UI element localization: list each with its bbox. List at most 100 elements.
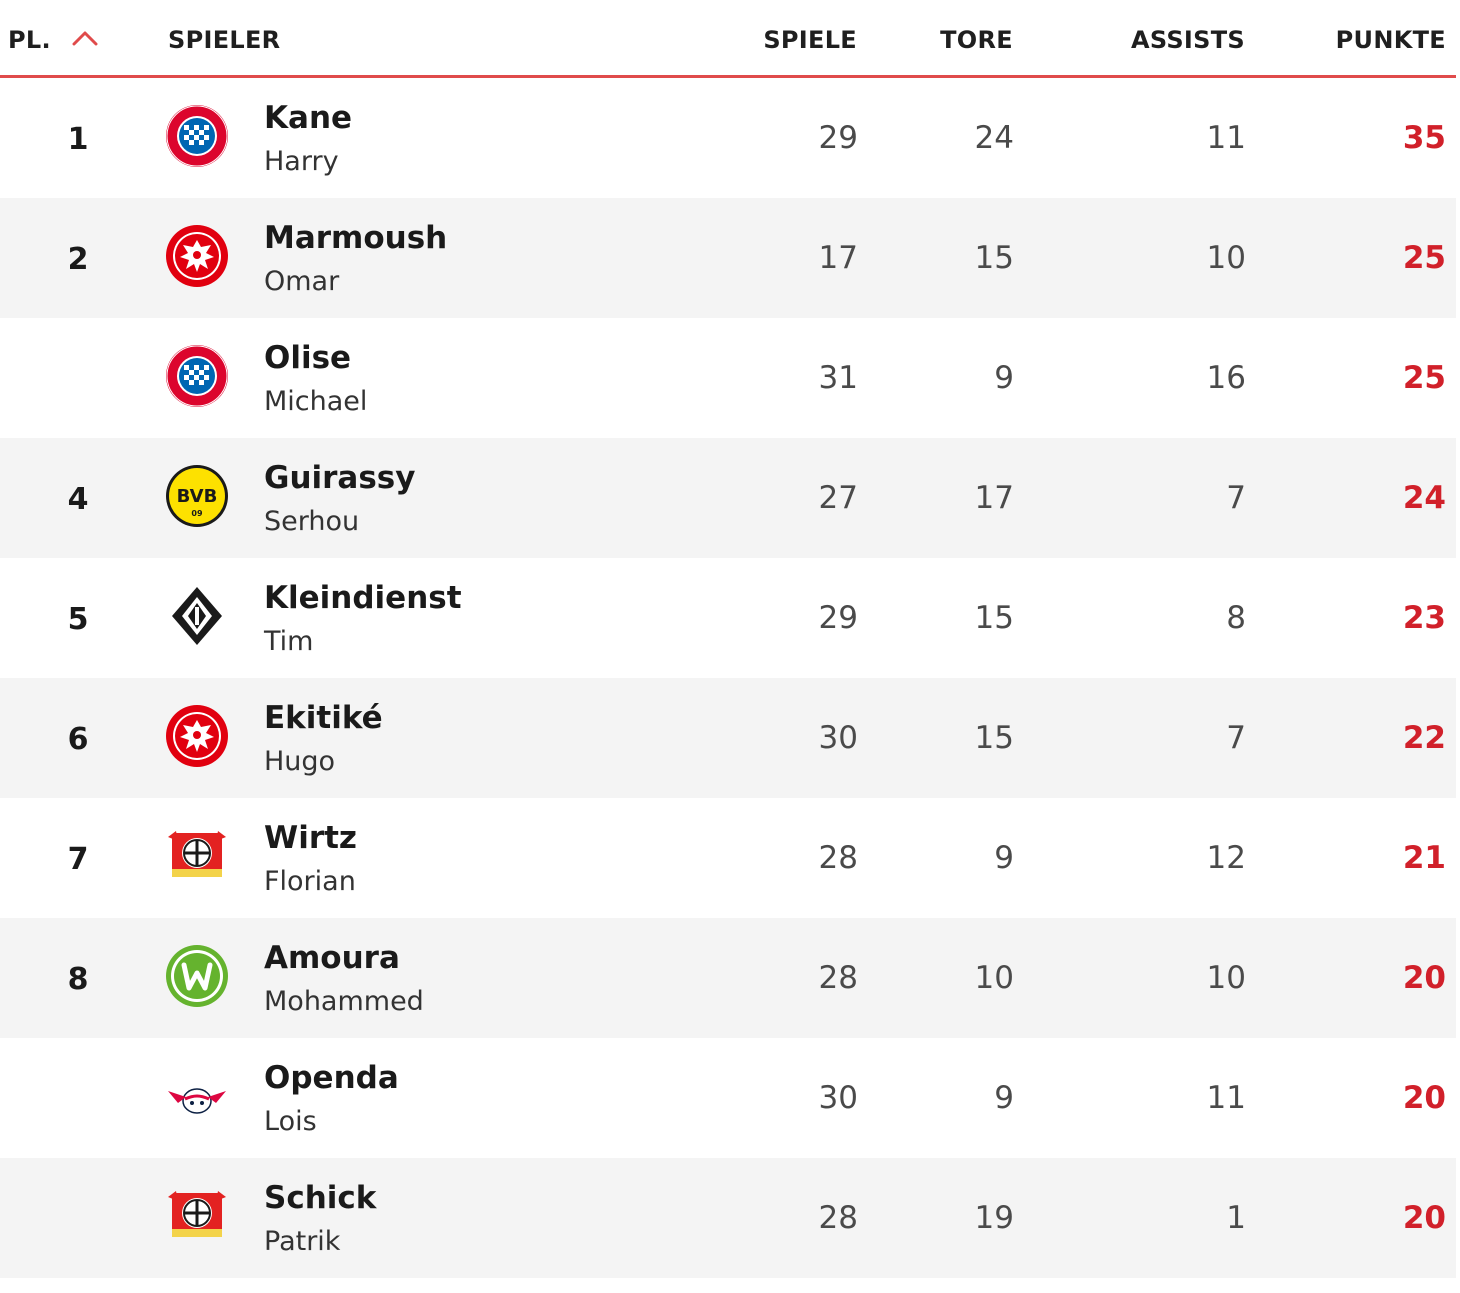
- rank-cell: 8: [67, 962, 89, 997]
- svg-text:BVB: BVB: [177, 486, 218, 507]
- svg-text:09: 09: [191, 509, 203, 518]
- vfl-wolfsburg-logo-icon[interactable]: [164, 943, 230, 1009]
- assists-cell: 11: [1206, 1080, 1246, 1116]
- assists-cell: 11: [1206, 120, 1246, 156]
- rank-cell: 7: [67, 842, 89, 877]
- column-header-goals[interactable]: TORE: [940, 26, 1013, 54]
- points-cell: 20: [1402, 1200, 1446, 1236]
- table-row[interactable]: 4 BVB 09 Guirassy Serhou 27 17 7 24: [0, 438, 1456, 558]
- player-last-name[interactable]: Openda: [264, 1060, 399, 1096]
- table-body: 1 Kane Harry 29 24 11 35 2 Marmoush Omar 17 15 10 2…: [0, 78, 1456, 1278]
- assists-cell: 1: [1226, 1200, 1246, 1236]
- rank-cell: 6: [67, 722, 89, 757]
- table-row[interactable]: Openda Lois 30 9 11 20: [0, 1038, 1456, 1158]
- eintracht-frankfurt-logo-icon[interactable]: [164, 703, 230, 769]
- games-cell: 30: [818, 1080, 858, 1116]
- column-header-player[interactable]: SPIELER: [168, 26, 281, 54]
- goals-cell: 15: [974, 600, 1014, 636]
- table-row[interactable]: 7 Wirtz Florian 28 9 12 21: [0, 798, 1456, 918]
- games-cell: 31: [818, 360, 858, 396]
- table-row[interactable]: Olise Michael 31 9 16 25: [0, 318, 1456, 438]
- goals-cell: 24: [974, 120, 1014, 156]
- player-first-name[interactable]: Omar: [264, 266, 340, 297]
- table-row[interactable]: 1 Kane Harry 29 24 11 35: [0, 78, 1456, 198]
- assists-cell: 12: [1206, 840, 1246, 876]
- goals-cell: 9: [994, 360, 1014, 396]
- goals-cell: 9: [994, 1080, 1014, 1116]
- player-last-name[interactable]: Guirassy: [264, 460, 416, 496]
- eintracht-frankfurt-logo-icon[interactable]: [164, 223, 230, 289]
- table-header: PL. SPIELER SPIELE TORE ASSISTS PUNKTE: [0, 0, 1456, 78]
- rank-cell: 4: [67, 482, 89, 517]
- bayer-leverkusen-logo-icon[interactable]: [164, 823, 230, 889]
- bayern-munich-logo-icon[interactable]: [164, 103, 230, 169]
- player-last-name[interactable]: Marmoush: [264, 220, 448, 256]
- player-first-name[interactable]: Patrik: [264, 1226, 341, 1257]
- assists-cell: 16: [1206, 360, 1246, 396]
- player-first-name[interactable]: Tim: [264, 626, 314, 657]
- goals-cell: 9: [994, 840, 1014, 876]
- assists-cell: 7: [1226, 720, 1246, 756]
- goals-cell: 15: [974, 240, 1014, 276]
- table-row[interactable]: 2 Marmoush Omar 17 15 10 25: [0, 198, 1456, 318]
- goals-cell: 15: [974, 720, 1014, 756]
- bayern-munich-logo-icon[interactable]: [164, 343, 230, 409]
- rank-cell: 1: [67, 122, 89, 157]
- column-header-rank-label: PL.: [8, 26, 51, 54]
- player-first-name[interactable]: Mohammed: [264, 986, 424, 1017]
- rank-cell: 2: [67, 242, 89, 277]
- player-last-name[interactable]: Kleindienst: [264, 580, 462, 616]
- rank-cell: 5: [67, 602, 89, 637]
- column-header-assists[interactable]: ASSISTS: [1130, 26, 1245, 54]
- games-cell: 29: [818, 600, 858, 636]
- player-last-name[interactable]: Schick: [264, 1180, 377, 1216]
- column-header-rank[interactable]: PL.: [8, 26, 98, 55]
- points-cell: 25: [1402, 240, 1446, 276]
- player-first-name[interactable]: Michael: [264, 386, 368, 417]
- player-first-name[interactable]: Hugo: [264, 746, 336, 777]
- games-cell: 29: [818, 120, 858, 156]
- assists-cell: 10: [1206, 960, 1246, 996]
- table-row[interactable]: Schick Patrik 28 19 1 20: [0, 1158, 1456, 1278]
- games-cell: 30: [818, 720, 858, 756]
- points-cell: 25: [1402, 360, 1446, 396]
- goals-cell: 10: [974, 960, 1014, 996]
- column-header-games[interactable]: SPIELE: [763, 26, 857, 54]
- points-cell: 35: [1402, 120, 1446, 156]
- player-first-name[interactable]: Serhou: [264, 506, 360, 537]
- points-cell: 20: [1402, 1080, 1446, 1116]
- assists-cell: 8: [1226, 600, 1246, 636]
- games-cell: 28: [818, 1200, 858, 1236]
- player-first-name[interactable]: Lois: [264, 1106, 317, 1137]
- games-cell: 17: [818, 240, 858, 276]
- player-last-name[interactable]: Amoura: [264, 940, 400, 976]
- player-last-name[interactable]: Kane: [264, 100, 353, 136]
- points-cell: 24: [1402, 480, 1446, 516]
- assists-cell: 10: [1206, 240, 1246, 276]
- player-first-name[interactable]: Harry: [264, 146, 339, 177]
- points-cell: 23: [1402, 600, 1446, 636]
- games-cell: 27: [818, 480, 858, 516]
- table-row[interactable]: 6 Ekitiké Hugo 30 15 7 22: [0, 678, 1456, 798]
- rb-leipzig-logo-icon[interactable]: [164, 1063, 230, 1129]
- chevron-up-icon[interactable]: [72, 24, 98, 52]
- player-first-name[interactable]: Florian: [264, 866, 356, 897]
- goals-cell: 19: [974, 1200, 1014, 1236]
- games-cell: 28: [818, 960, 858, 996]
- player-last-name[interactable]: Olise: [264, 340, 352, 376]
- table-row[interactable]: 8 Amoura Mohammed 28 10 10 20: [0, 918, 1456, 1038]
- table-row[interactable]: 5 Kleindienst Tim 29 15 8 23: [0, 558, 1456, 678]
- player-last-name[interactable]: Ekitiké: [264, 700, 383, 736]
- games-cell: 28: [818, 840, 858, 876]
- column-header-points[interactable]: PUNKTE: [1335, 26, 1446, 54]
- points-cell: 20: [1402, 960, 1446, 996]
- borussia-dortmund-logo-icon[interactable]: BVB 09: [164, 463, 230, 529]
- borussia-moenchengladbach-logo-icon[interactable]: [164, 583, 230, 649]
- assists-cell: 7: [1226, 480, 1246, 516]
- player-last-name[interactable]: Wirtz: [264, 820, 357, 856]
- goals-cell: 17: [974, 480, 1014, 516]
- bayer-leverkusen-logo-icon[interactable]: [164, 1183, 230, 1249]
- points-cell: 22: [1402, 720, 1446, 756]
- points-cell: 21: [1402, 840, 1446, 876]
